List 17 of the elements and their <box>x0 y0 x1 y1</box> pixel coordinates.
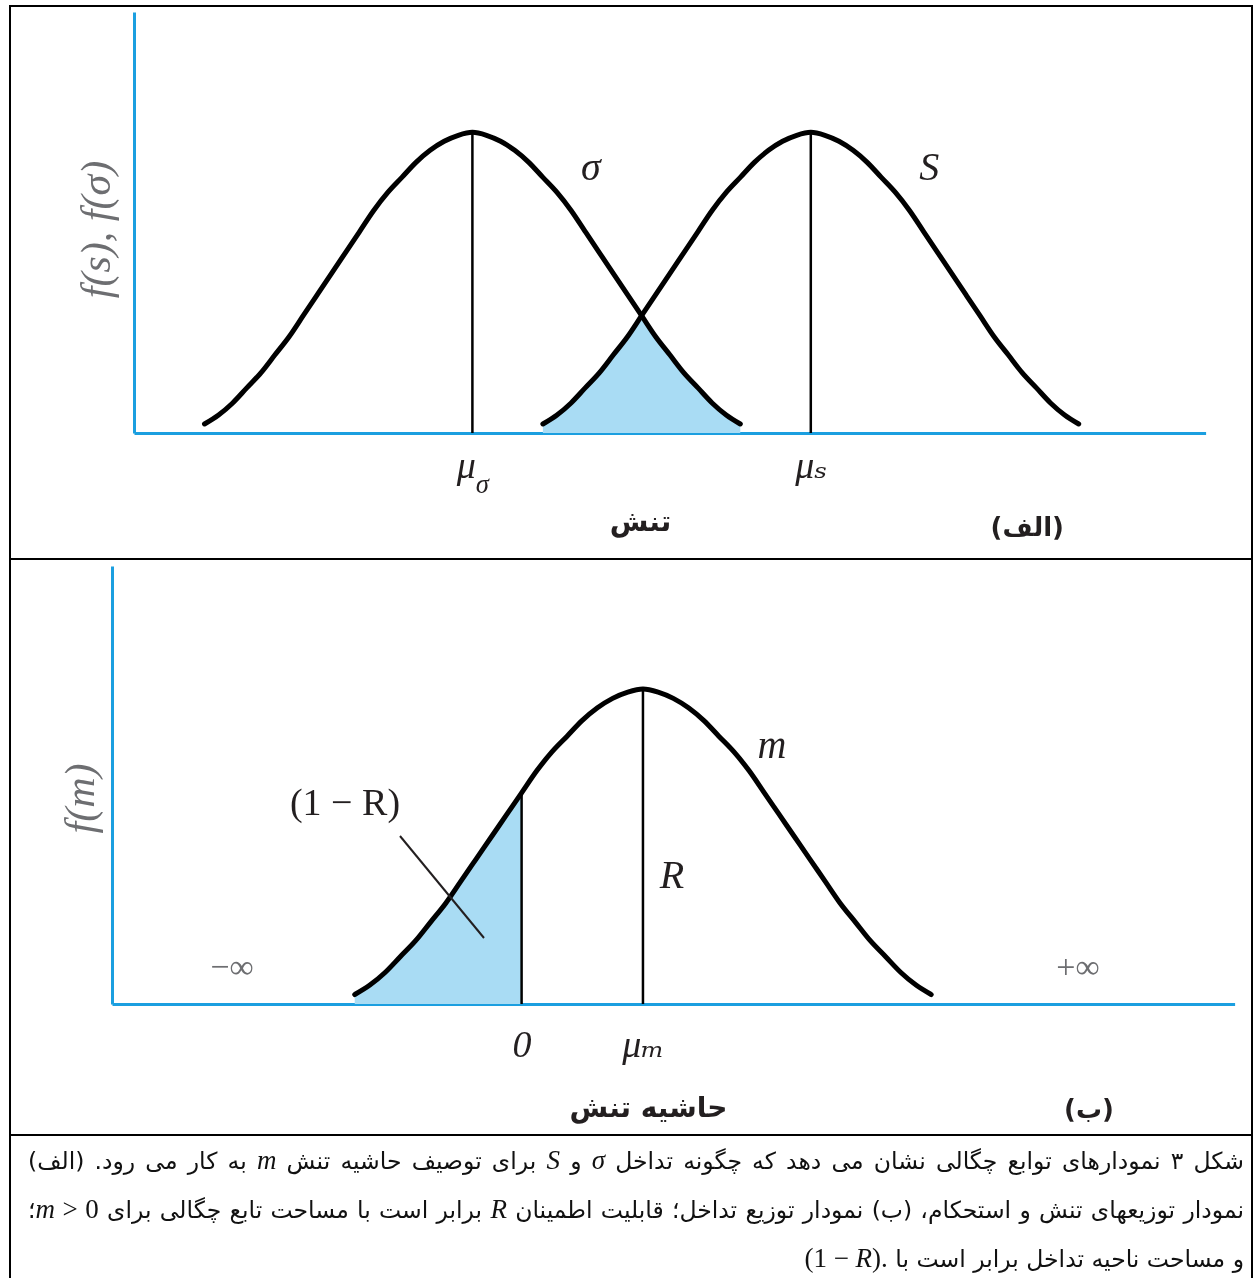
annotation: +∞ <box>1056 948 1100 985</box>
annotation: R <box>658 852 685 897</box>
text: (الف) <box>990 512 1064 542</box>
series-label: S <box>919 144 940 190</box>
x-axis-title: حاشیه تنش <box>569 1090 728 1124</box>
annotation: −∞ <box>210 948 254 985</box>
text: (ب) <box>1064 1094 1114 1124</box>
y-axis-title: f(s), f(σ) <box>72 160 120 299</box>
series-label: σ <box>580 144 602 190</box>
x-axis-title: تنش <box>609 504 672 538</box>
series-label: m <box>757 721 787 767</box>
y-axis-title: f(m) <box>56 763 104 834</box>
x-tick-label: 0 <box>512 1022 532 1065</box>
x-tick-label: μₛ <box>794 443 828 486</box>
x-tick-label: μ$_{σ}$ <box>455 443 490 499</box>
x-tick-label: μₘ <box>621 1022 665 1065</box>
annotation: (1 − R) <box>289 781 401 824</box>
